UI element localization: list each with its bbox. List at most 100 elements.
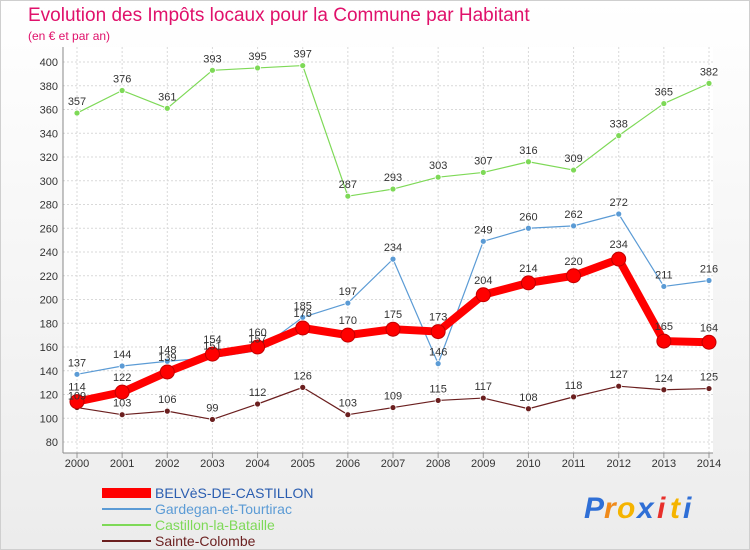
data-label: 137: [68, 357, 86, 369]
data-point: [430, 324, 446, 340]
data-point: [204, 346, 220, 362]
y-tick-label: 320: [40, 152, 58, 164]
y-tick-label: 120: [40, 390, 58, 402]
data-point: [434, 360, 442, 368]
data-point: [705, 385, 713, 392]
data-point: [705, 79, 713, 87]
data-point: [159, 364, 175, 380]
data-label: 197: [339, 286, 357, 298]
data-label: 151: [203, 341, 221, 353]
data-point: [118, 87, 126, 94]
x-tick-label: 2007: [381, 458, 405, 470]
chart-subtitle: (en € et par an): [28, 29, 111, 43]
data-point: [520, 275, 536, 291]
data-label: 262: [564, 209, 582, 221]
data-label: 109: [384, 391, 402, 403]
data-label: 185: [294, 300, 312, 312]
y-tick-label: 360: [40, 105, 58, 117]
data-label: 108: [519, 392, 537, 404]
data-label: 234: [384, 242, 402, 254]
logo-letter: P: [584, 492, 605, 525]
data-point: [209, 66, 216, 74]
data-point: [299, 313, 307, 321]
data-point: [615, 132, 623, 140]
data-label: 106: [158, 394, 176, 406]
data-point: [254, 400, 261, 408]
data-label: 316: [519, 145, 537, 157]
data-label: 157: [248, 334, 266, 346]
y-tick-label: 240: [40, 247, 58, 259]
x-tick-label: 2013: [652, 458, 676, 470]
data-point: [434, 173, 442, 181]
data-point: [660, 283, 668, 290]
data-label: 361: [158, 91, 176, 103]
data-point: [479, 169, 487, 176]
data-point: [525, 224, 532, 232]
data-point: [69, 394, 85, 410]
data-label: 115: [429, 383, 447, 395]
y-tick-label: 100: [40, 413, 58, 425]
data-label: 214: [519, 263, 537, 275]
y-tick-label: 400: [40, 57, 58, 69]
data-point: [566, 268, 582, 284]
data-label: 307: [474, 155, 492, 167]
y-tick-label: 200: [40, 295, 58, 307]
data-point: [611, 251, 627, 267]
data-label: 103: [113, 398, 131, 410]
axes: 80 100 120 140 160 180 200 220 240 260 280 300 320 34…: [40, 47, 721, 470]
legend-label: BELVèS-DE-CASTILLON: [155, 485, 313, 501]
data-point: [705, 277, 713, 284]
logo-letter: r: [604, 492, 618, 525]
series: [69, 62, 717, 423]
data-point: [163, 357, 171, 365]
data-label: 175: [384, 309, 402, 321]
data-point: [73, 370, 81, 378]
data-label: 287: [339, 179, 357, 191]
data-label: 393: [203, 53, 221, 65]
data-point: [118, 362, 126, 370]
data-label: 126: [294, 370, 312, 382]
logo-letter: o: [617, 492, 635, 525]
data-point: [475, 287, 491, 303]
data-label: 260: [519, 211, 537, 223]
x-tick-label: 2000: [65, 458, 89, 470]
x-tick-label: 2003: [200, 458, 224, 470]
data-label: 272: [610, 197, 628, 209]
data-label: 164: [700, 322, 718, 334]
data-point: [344, 299, 352, 307]
data-point: [299, 383, 307, 391]
data-label: 382: [700, 66, 718, 78]
data-label: 234: [610, 239, 628, 251]
y-tick-label: 300: [40, 176, 58, 188]
data-label: 99: [206, 402, 218, 414]
data-label: 176: [294, 308, 312, 320]
data-point: [163, 104, 171, 112]
data-point: [254, 64, 261, 72]
data-label: 146: [429, 347, 447, 359]
data-label: 117: [475, 381, 493, 393]
data-label: 303: [429, 160, 447, 172]
data-label: 160: [248, 327, 266, 339]
legend: BELVèS-DE-CASTILLONGardegan-et-Tourtirac…: [102, 485, 313, 549]
data-point: [163, 407, 171, 415]
data-point: [385, 321, 401, 337]
y-tick-label: 140: [40, 366, 58, 378]
y-tick-label: 180: [40, 318, 58, 330]
data-point: [701, 334, 717, 350]
data-point: [299, 62, 307, 69]
logo-letter: i: [683, 492, 692, 525]
data-label: 154: [203, 334, 221, 346]
data-label: 109: [68, 391, 86, 403]
data-point: [389, 185, 397, 193]
data-label: 216: [700, 264, 718, 276]
data-label: 397: [294, 49, 312, 61]
x-tick-label: 2006: [336, 458, 360, 470]
data-label: 365: [655, 87, 673, 99]
data-label: 127: [610, 369, 628, 381]
logo-letter: t: [670, 492, 682, 525]
data-labels: 114 122 139 154 160 176 170 175 173 204 214 220 234 1…: [68, 49, 718, 415]
legend-label: Castillon-la-Bataille: [155, 517, 275, 533]
data-point: [615, 382, 623, 390]
